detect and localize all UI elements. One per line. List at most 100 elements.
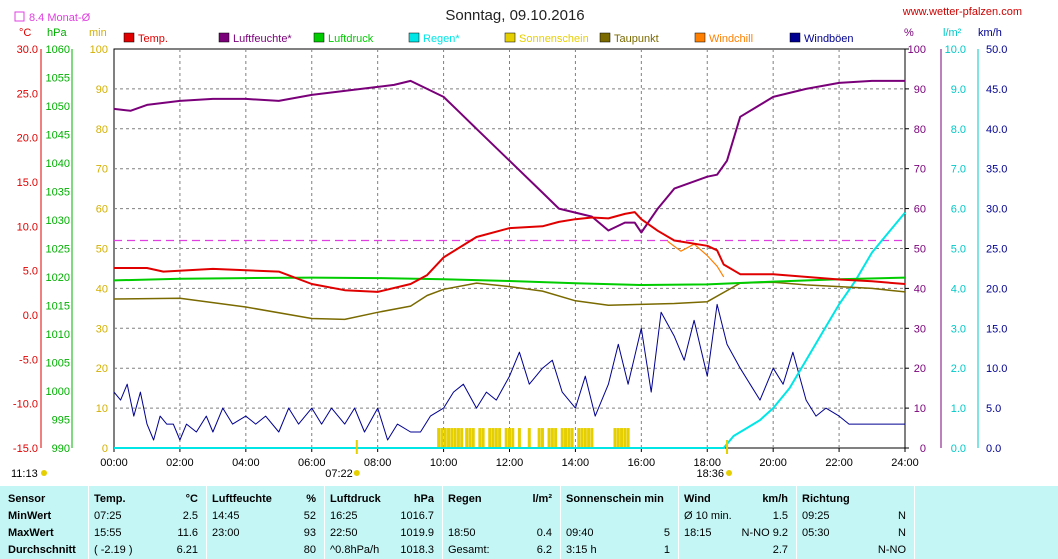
tick-label-rain: 1.0 [951, 403, 966, 415]
tick-label-rain: 8.0 [951, 124, 966, 136]
stats-table: Sensor MinWert MaxWert Durchschnitt Temp. °C 0… [0, 486, 1058, 559]
stats-row-label: MinWert [8, 510, 52, 522]
tick-label-pressure: 1015 [46, 301, 70, 313]
legend-swatch [789, 32, 801, 43]
sunshine-bar [623, 428, 627, 448]
stats-divider [442, 486, 443, 559]
legend-swatch [313, 32, 325, 43]
tick-label-humidity: 100 [908, 44, 926, 56]
tick-label-temp: -5.0 [19, 354, 38, 366]
tick-label-temp: 10.0 [17, 221, 38, 233]
tick-label-wind: 10.0 [986, 363, 1007, 375]
sunshine-bar [456, 428, 460, 448]
tick-label-humidity: 0 [920, 443, 926, 455]
tick-label-sun: 0 [102, 443, 108, 455]
daylength: 11:13 [11, 468, 38, 480]
tick-label-temp: -10.0 [13, 399, 38, 411]
tick-label-pressure: 990 [52, 443, 70, 455]
monthly-avg-label: 8.4 Monat-Ø [29, 12, 91, 24]
sun-icon [726, 470, 733, 476]
stats-cell-value: 80 [303, 544, 316, 556]
stats-divider [678, 486, 679, 559]
tick-label-sun: 50 [96, 244, 108, 256]
sunshine-bar [550, 428, 554, 448]
stats-unit: l/m² [532, 493, 552, 505]
tick-label-rain: 10.0 [945, 44, 966, 56]
legend-label: Temp. [138, 33, 168, 45]
legend-swatch [123, 32, 135, 43]
tick-label-pressure: 1020 [46, 272, 70, 284]
stats-cell-time: 15:55 [94, 527, 122, 539]
sunshine-bar [468, 428, 472, 448]
sunshine-bar [508, 428, 511, 448]
tick-label-humidity: 80 [914, 124, 926, 136]
stats-cell-value: N [898, 527, 906, 539]
tick-label-rain: 6.0 [951, 204, 966, 216]
sunshine-bar [554, 428, 558, 448]
tick-label-wind: 25.0 [986, 244, 1007, 256]
legend-swatch [504, 32, 516, 43]
stats-cell-time: 18:15 [684, 527, 712, 539]
stats-row-label: Durchschnitt [8, 544, 76, 556]
legend-swatch [694, 32, 706, 43]
sunshine-bar [580, 428, 584, 448]
tick-label-pressure: 1025 [46, 244, 70, 256]
tick-label-humidity: 10 [914, 403, 926, 415]
series-line [114, 211, 906, 293]
series-line [113, 303, 905, 441]
tick-label-pressure: 1050 [46, 101, 70, 113]
sunshine-bar [481, 428, 485, 448]
legend-label: Taupunkt [614, 33, 659, 45]
stats-cell-time: Gesamt: [448, 544, 490, 556]
sunshine-bar [450, 428, 454, 448]
x-tick-label: 12:00 [496, 457, 524, 469]
tick-label-humidity: 60 [914, 204, 926, 216]
legend-label: Sonnenschein [519, 33, 589, 45]
stats-cell-value: 0.4 [536, 527, 552, 539]
stats-cell-time: 09:40 [566, 527, 594, 539]
stats-cell-value: 1018.3 [400, 544, 434, 556]
sunshine-bar [447, 428, 451, 448]
monthly-avg-icon [14, 11, 25, 22]
tick-label-sun: 80 [96, 124, 108, 136]
sunshine-bar [577, 428, 581, 448]
stats-cell-time: 14:45 [212, 510, 240, 522]
stats-cell-time: 09:25 [802, 510, 830, 522]
stats-header: Temp. [94, 493, 126, 505]
x-tick-label: 20:00 [759, 457, 787, 469]
tick-label-humidity: 30 [914, 323, 926, 335]
sunshine-bar [440, 428, 444, 448]
series-line [113, 79, 905, 234]
stats-cell-value: N-NO [877, 544, 906, 556]
humidity-unit: % [904, 27, 914, 39]
tick-label-humidity: 20 [914, 363, 926, 375]
stats-header: Richtung [802, 493, 850, 505]
tick-label-humidity: 70 [914, 164, 926, 176]
site-link[interactable]: www.wetter-pfalzen.com [902, 6, 1022, 18]
sunshine-bar [620, 428, 624, 448]
tick-label-sun: 100 [90, 44, 108, 56]
tick-label-wind: 15.0 [986, 323, 1007, 335]
stats-cell-value: 52 [303, 510, 316, 522]
stats-divider [796, 486, 797, 559]
tick-label-sun: 60 [96, 204, 108, 216]
stats-cell-time: 07:25 [94, 510, 122, 522]
legend-label: Regen* [423, 33, 460, 45]
stats-header: Sonnenschein min [566, 493, 664, 505]
stats-cell-value: 93 [303, 527, 316, 539]
tick-label-sun: 20 [96, 363, 108, 375]
temp-unit: °C [19, 27, 31, 39]
stats-cell-time: Ø 10 min. [684, 510, 732, 522]
sunshine-bar [460, 428, 464, 448]
tick-label-sun: 10 [96, 403, 108, 415]
stats-cell-time: 05:30 [802, 527, 830, 539]
sunset-time: 18:36 [696, 468, 724, 480]
series-line [113, 276, 906, 286]
tick-label-pressure: 1045 [46, 130, 70, 142]
sunrise-time: 07:22 [325, 468, 353, 480]
sunshine-bar [567, 428, 571, 448]
stats-cell-time: 23:00 [212, 527, 240, 539]
tick-label-temp: 15.0 [17, 177, 38, 189]
sunshine-bar [517, 428, 521, 448]
x-tick-label: 16:00 [628, 457, 656, 469]
